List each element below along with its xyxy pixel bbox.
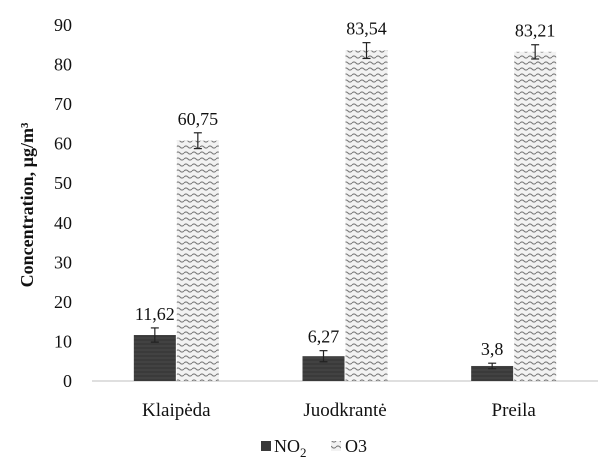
y-tick-label: 70 xyxy=(54,94,72,114)
bars: 11,62 60,75 6,27 83,54 3,8 83,21 xyxy=(133,19,557,382)
data-label: 6,27 xyxy=(308,327,340,347)
legend-swatch-o3 xyxy=(331,441,341,451)
legend-swatch-no2 xyxy=(261,441,271,451)
category-labels: Klaipėda Juodkrantė Preila xyxy=(142,400,536,421)
data-label: 3,8 xyxy=(481,339,504,359)
data-label: 60,75 xyxy=(178,109,219,129)
data-label: 11,62 xyxy=(135,304,175,324)
bar-o3 xyxy=(176,140,219,381)
error-bar xyxy=(150,327,159,343)
legend-label-no2-sub: 2 xyxy=(300,445,307,460)
error-bar xyxy=(193,132,202,150)
data-label: 83,54 xyxy=(346,19,387,39)
y-tick-label: 30 xyxy=(54,252,72,272)
error-bar xyxy=(531,44,540,60)
data-label: 83,21 xyxy=(515,21,556,41)
bar-no2 xyxy=(471,365,514,381)
error-bar xyxy=(488,362,497,370)
y-tick-label: 60 xyxy=(54,134,72,154)
y-tick-label: 90 xyxy=(54,15,72,35)
y-tick-label: 20 xyxy=(54,292,72,312)
legend-label-no2: NO2 xyxy=(274,436,307,460)
bar-o3 xyxy=(345,50,388,381)
y-axis-label: Concentration, µg/m³ xyxy=(17,122,37,287)
y-tick-label: 0 xyxy=(63,371,72,391)
y-axis-ticks: 0 10 20 30 40 50 60 70 80 90 xyxy=(54,15,72,391)
legend-label-o3: O3 xyxy=(345,436,367,456)
y-tick-label: 10 xyxy=(54,331,72,351)
x-tick-label: Preila xyxy=(492,400,537,421)
y-tick-label: 80 xyxy=(54,55,72,75)
error-bar xyxy=(362,42,371,60)
y-tick-label: 50 xyxy=(54,173,72,193)
bar-o3 xyxy=(514,51,557,382)
legend-label-no2-base: NO xyxy=(274,436,300,456)
legend: NO2 O3 xyxy=(261,436,367,460)
error-bar xyxy=(319,350,328,363)
x-tick-label: Klaipėda xyxy=(142,400,211,421)
x-tick-label: Juodkrantė xyxy=(303,400,386,421)
y-tick-label: 40 xyxy=(54,213,72,233)
